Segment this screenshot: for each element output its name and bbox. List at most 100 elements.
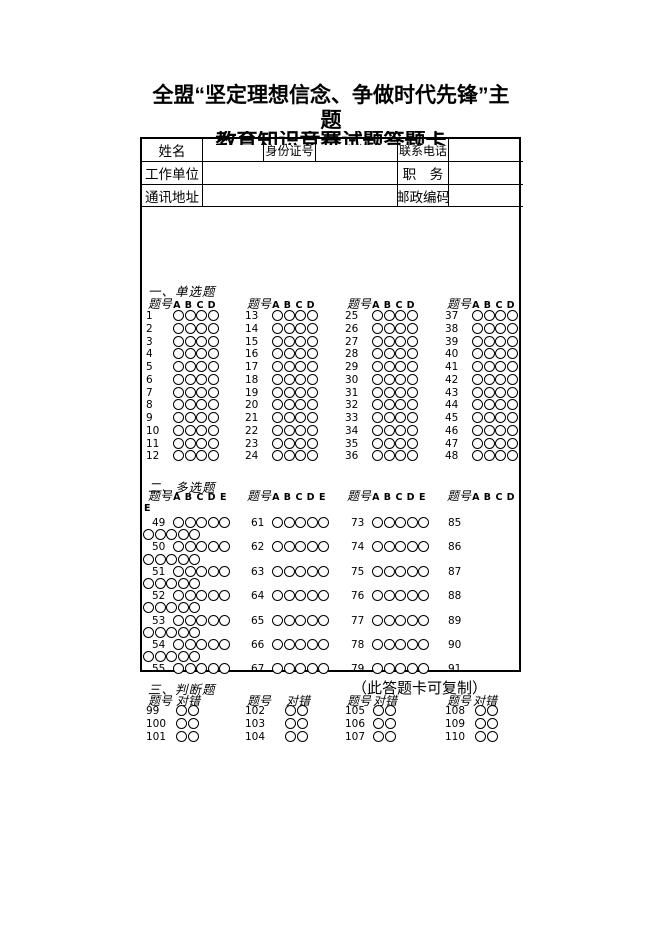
answer-bubble[interactable] bbox=[372, 412, 383, 423]
answer-bubble[interactable] bbox=[184, 373, 196, 385]
answer-bubble[interactable] bbox=[184, 348, 196, 360]
answer-bubble[interactable] bbox=[383, 663, 395, 675]
answer-bubble[interactable] bbox=[207, 517, 219, 528]
answer-bubble[interactable] bbox=[283, 348, 295, 360]
answer-bubble[interactable] bbox=[196, 322, 208, 334]
answer-bubble[interactable] bbox=[219, 565, 231, 577]
answer-bubble[interactable] bbox=[506, 373, 518, 385]
answer-bubble[interactable] bbox=[207, 639, 219, 650]
answer-bubble[interactable] bbox=[395, 565, 407, 577]
answer-bubble[interactable] bbox=[207, 424, 219, 436]
answer-bubble[interactable] bbox=[154, 578, 166, 589]
answer-bubble[interactable] bbox=[395, 639, 407, 650]
answer-bubble[interactable] bbox=[406, 348, 418, 360]
answer-bubble[interactable] bbox=[295, 614, 307, 626]
answer-bubble[interactable] bbox=[173, 541, 184, 553]
answer-bubble[interactable] bbox=[173, 614, 184, 626]
answer-bubble[interactable] bbox=[406, 386, 418, 398]
answer-bubble[interactable] bbox=[383, 541, 395, 553]
answer-bubble[interactable] bbox=[272, 310, 283, 321]
answer-bubble[interactable] bbox=[372, 614, 383, 626]
answer-bubble[interactable] bbox=[495, 437, 507, 449]
answer-bubble[interactable] bbox=[173, 386, 184, 398]
answer-bubble[interactable] bbox=[472, 412, 483, 423]
answer-bubble[interactable] bbox=[187, 717, 199, 729]
answer-bubble[interactable] bbox=[173, 412, 184, 423]
answer-bubble[interactable] bbox=[272, 399, 283, 411]
answer-bubble[interactable] bbox=[283, 399, 295, 411]
answer-bubble[interactable] bbox=[219, 639, 231, 650]
answer-bubble[interactable] bbox=[283, 386, 295, 398]
answer-bubble[interactable] bbox=[283, 361, 295, 372]
answer-bubble[interactable] bbox=[173, 373, 184, 385]
answer-bubble[interactable] bbox=[272, 614, 283, 626]
answer-bubble[interactable] bbox=[295, 541, 307, 553]
answer-bubble[interactable] bbox=[475, 717, 486, 729]
answer-bubble[interactable] bbox=[173, 590, 184, 602]
answer-bubble[interactable] bbox=[495, 412, 507, 423]
answer-bubble[interactable] bbox=[272, 322, 283, 334]
answer-bubble[interactable] bbox=[272, 517, 283, 528]
answer-bubble[interactable] bbox=[395, 541, 407, 553]
answer-bubble[interactable] bbox=[295, 590, 307, 602]
answer-bubble[interactable] bbox=[272, 335, 283, 347]
answer-bubble[interactable] bbox=[207, 348, 219, 360]
answer-bubble[interactable] bbox=[472, 450, 483, 462]
answer-bubble[interactable] bbox=[306, 412, 318, 423]
answer-bubble[interactable] bbox=[506, 450, 518, 462]
answer-bubble[interactable] bbox=[395, 310, 407, 321]
answer-bubble[interactable] bbox=[395, 412, 407, 423]
answer-bubble[interactable] bbox=[184, 517, 196, 528]
answer-bubble[interactable] bbox=[177, 651, 189, 663]
answer-bubble[interactable] bbox=[283, 541, 295, 553]
answer-bubble[interactable] bbox=[189, 626, 201, 638]
answer-bubble[interactable] bbox=[406, 517, 418, 528]
answer-bubble[interactable] bbox=[207, 614, 219, 626]
answer-bubble[interactable] bbox=[406, 565, 418, 577]
answer-bubble[interactable] bbox=[196, 399, 208, 411]
answer-bubble[interactable] bbox=[173, 361, 184, 372]
answer-bubble[interactable] bbox=[383, 565, 395, 577]
answer-bubble[interactable] bbox=[196, 517, 208, 528]
answer-bubble[interactable] bbox=[173, 450, 184, 462]
answer-bubble[interactable] bbox=[383, 412, 395, 423]
answer-bubble[interactable] bbox=[173, 663, 184, 675]
answer-bubble[interactable] bbox=[272, 437, 283, 449]
answer-bubble[interactable] bbox=[495, 322, 507, 334]
answer-bubble[interactable] bbox=[483, 373, 495, 385]
answer-bubble[interactable] bbox=[295, 373, 307, 385]
answer-bubble[interactable] bbox=[196, 424, 208, 436]
answer-bubble[interactable] bbox=[184, 590, 196, 602]
answer-bubble[interactable] bbox=[406, 590, 418, 602]
answer-bubble[interactable] bbox=[383, 373, 395, 385]
answer-bubble[interactable] bbox=[406, 412, 418, 423]
answer-bubble[interactable] bbox=[184, 663, 196, 675]
answer-bubble[interactable] bbox=[295, 424, 307, 436]
answer-bubble[interactable] bbox=[383, 517, 395, 528]
answer-bubble[interactable] bbox=[483, 322, 495, 334]
answer-bubble[interactable] bbox=[406, 335, 418, 347]
answer-bubble[interactable] bbox=[207, 541, 219, 553]
answer-bubble[interactable] bbox=[196, 373, 208, 385]
answer-bubble[interactable] bbox=[318, 614, 330, 626]
answer-bubble[interactable] bbox=[189, 578, 201, 589]
answer-bubble[interactable] bbox=[395, 614, 407, 626]
name-input-cell[interactable] bbox=[203, 139, 264, 162]
answer-bubble[interactable] bbox=[196, 663, 208, 675]
answer-bubble[interactable] bbox=[506, 399, 518, 411]
answer-bubble[interactable] bbox=[184, 424, 196, 436]
answer-bubble[interactable] bbox=[318, 663, 330, 675]
answer-bubble[interactable] bbox=[318, 517, 330, 528]
answer-bubble[interactable] bbox=[406, 424, 418, 436]
answer-bubble[interactable] bbox=[506, 335, 518, 347]
answer-bubble[interactable] bbox=[176, 717, 187, 729]
answer-bubble[interactable] bbox=[384, 705, 396, 716]
answer-bubble[interactable] bbox=[383, 361, 395, 372]
answer-bubble[interactable] bbox=[143, 602, 154, 614]
answer-bubble[interactable] bbox=[306, 373, 318, 385]
answer-bubble[interactable] bbox=[406, 639, 418, 650]
answer-bubble[interactable] bbox=[184, 450, 196, 462]
answer-bubble[interactable] bbox=[295, 386, 307, 398]
phone-input-cell[interactable] bbox=[449, 139, 523, 162]
answer-bubble[interactable] bbox=[486, 705, 498, 716]
